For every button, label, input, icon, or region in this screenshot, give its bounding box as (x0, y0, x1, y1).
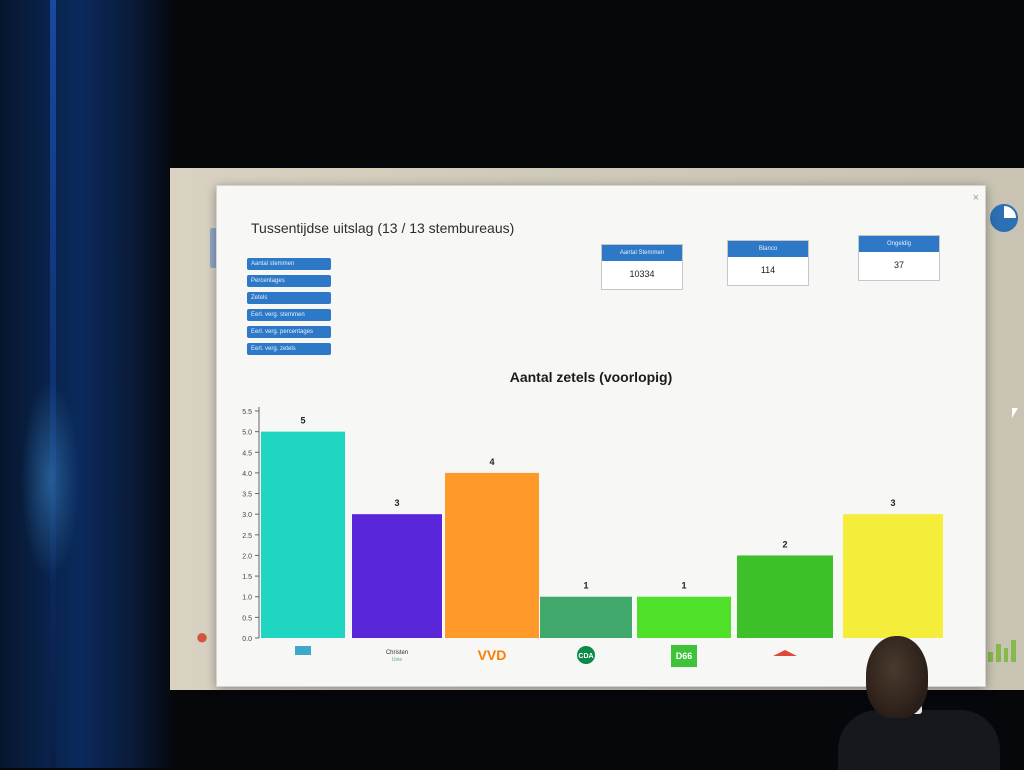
y-tick-label: 4.5 (242, 450, 252, 457)
y-tick-label: 3.0 (242, 512, 252, 519)
stage-backdrop (0, 0, 175, 768)
y-tick-label: 5.5 (242, 409, 252, 416)
stat-blank-label: Blanco (728, 241, 808, 257)
y-tick-label: 2.0 (242, 553, 252, 560)
mouse-cursor (1012, 408, 1018, 418)
results-modal: Tussentijdse uitslag (13 / 13 stembureau… (216, 185, 986, 687)
stat-votes-value: 10334 (629, 269, 655, 279)
bar-4 (540, 596, 632, 638)
btn-verg-stemmen[interactable]: Eerl. verg. stemmen (247, 309, 331, 321)
y-tick-label: 4.0 (242, 471, 252, 478)
btn-verg-zetels[interactable]: Eerl. verg. zetels (247, 343, 331, 355)
view-button-list: Aantal stemmen Percentages Zetels Eerl. … (247, 258, 337, 360)
bar-2 (352, 514, 442, 638)
party-logo-2-sub: Unie (392, 657, 403, 663)
bar-value-label: 4 (489, 457, 494, 467)
bar-1 (261, 431, 345, 638)
bar-value-label: 3 (394, 498, 399, 508)
bar-chart-icon[interactable] (988, 638, 1016, 662)
button-label: Percentages (251, 278, 285, 284)
bar-3 (445, 472, 539, 638)
seats-bar-chart: 0.0 0.5 1.0 1.5 2.0 2.5 3.0 3.5 4.0 4.5 5.0 5.5 5 3 4 1… (242, 407, 943, 667)
button-label: Zetels (251, 295, 268, 301)
y-tick-label: 3.5 (242, 492, 252, 499)
presenter-head (866, 636, 928, 718)
y-tick-label: 0.5 (242, 615, 252, 622)
close-icon[interactable]: × (972, 192, 979, 204)
y-tick-label: 1.5 (242, 574, 252, 581)
stat-invalid: Ongeldig 37 (858, 235, 940, 281)
stat-invalid-label: Ongeldig (859, 236, 939, 252)
stat-blank-value: 114 (760, 265, 776, 275)
bar-value-label: 3 (890, 498, 895, 508)
location-pin-icon[interactable]: ● (195, 624, 209, 649)
y-tick-label: 5.0 (242, 430, 252, 437)
party-logo-1 (295, 646, 311, 655)
stat-invalid-value: 37 (893, 260, 904, 270)
bar-5 (637, 596, 731, 638)
party-logo-4-text: CDA (578, 653, 593, 660)
stat-votes-label: Aantal Stemmen (602, 245, 682, 261)
modal-title: Tussentijdse uitslag (13 / 13 stembureau… (251, 220, 515, 236)
bar-7 (843, 514, 943, 638)
bar-value-label: 2 (782, 539, 787, 549)
stat-blank: Blanco 114 (727, 240, 809, 286)
stage-light-glow (20, 380, 80, 580)
party-logo-4 (577, 646, 595, 664)
button-label: Eerl. verg. percentages (251, 329, 314, 335)
pie-chart-icon[interactable] (990, 204, 1018, 232)
presenter-body (838, 710, 1000, 770)
presenter-silhouette (838, 636, 1000, 770)
bar-6 (737, 555, 833, 638)
chart-title: Aantal zetels (voorlopig) (509, 369, 673, 385)
btn-aantal-stemmen[interactable]: Aantal stemmen (247, 258, 331, 270)
button-label: Eerl. verg. zetels (251, 346, 296, 352)
y-tick-label: 1.0 (242, 595, 252, 602)
btn-verg-percentages[interactable]: Eerl. verg. percentages (247, 326, 331, 338)
party-logo-5-text: D66 (676, 651, 693, 661)
party-logo-2: Christen (386, 650, 408, 656)
button-label: Aantal stemmen (251, 261, 295, 267)
party-logo-5 (671, 645, 697, 667)
button-label: Eerl. verg. stemmen (251, 312, 305, 318)
btn-percentages[interactable]: Percentages (247, 275, 331, 287)
party-logo-6 (773, 650, 797, 656)
stat-votes: Aantal Stemmen 10334 (601, 244, 683, 290)
bar-value-label: 1 (583, 581, 588, 591)
btn-zetels[interactable]: Zetels (247, 292, 331, 304)
bar-value-label: 1 (681, 581, 686, 591)
bar-value-label: 5 (300, 416, 305, 426)
y-tick-label: 0.0 (242, 636, 252, 643)
party-logo-3: VVD (478, 647, 507, 663)
y-tick-label: 2.5 (242, 533, 252, 540)
